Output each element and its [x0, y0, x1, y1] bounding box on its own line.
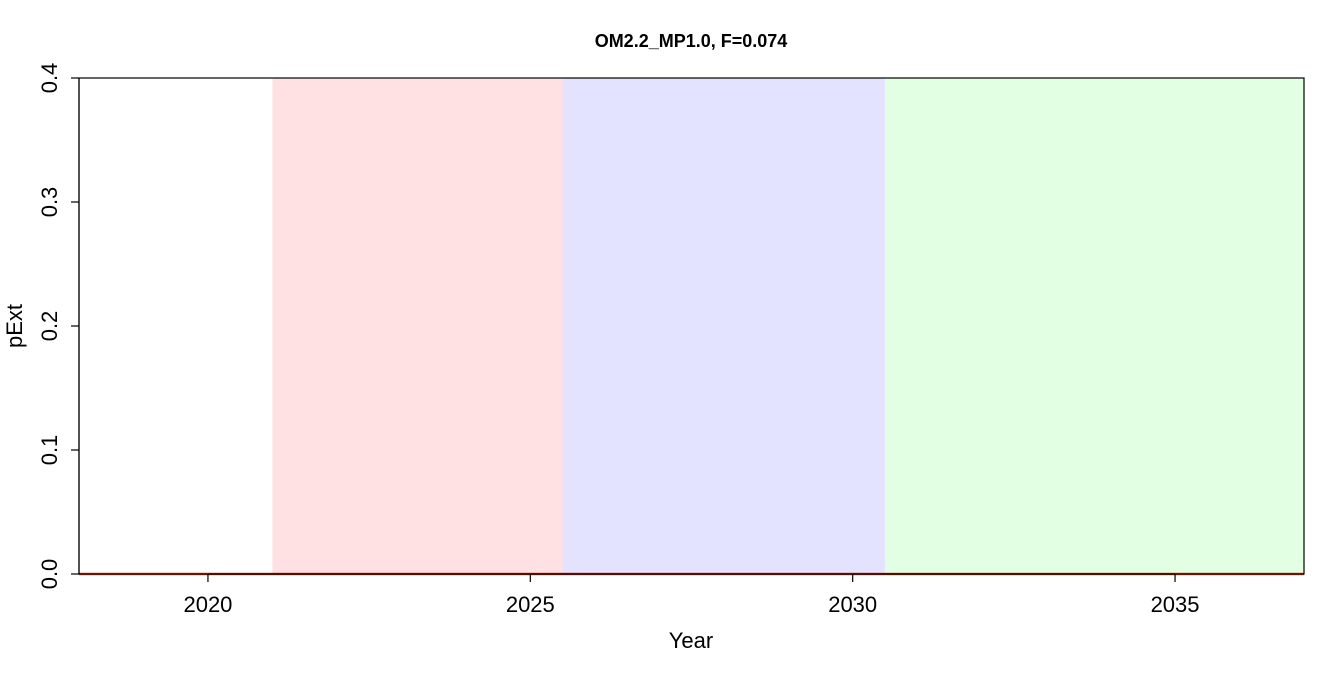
x-tick-label: 2035: [1151, 592, 1200, 617]
chart-title: OM2.2_MP1.0, F=0.074: [595, 31, 788, 51]
background-band-2: [562, 78, 885, 574]
y-tick-label: 0.4: [37, 63, 62, 94]
x-axis: 2020 2025 2030 2035: [183, 573, 1200, 617]
background-band-3: [884, 78, 1304, 574]
background-bands: [272, 78, 1304, 574]
x-tick-label: 2030: [828, 592, 877, 617]
background-band-1: [272, 78, 563, 574]
y-tick-label: 0.3: [37, 187, 62, 218]
x-tick-label: 2020: [183, 592, 232, 617]
x-tick-label: 2025: [506, 592, 555, 617]
y-axis: 0.0 0.1 0.2 0.3 0.4: [37, 63, 80, 590]
y-tick-label: 0.1: [37, 435, 62, 466]
x-axis-title: Year: [669, 628, 713, 653]
y-tick-label: 0.2: [37, 311, 62, 342]
y-axis-title: pExt: [2, 304, 27, 348]
y-tick-label: 0.0: [37, 559, 62, 590]
